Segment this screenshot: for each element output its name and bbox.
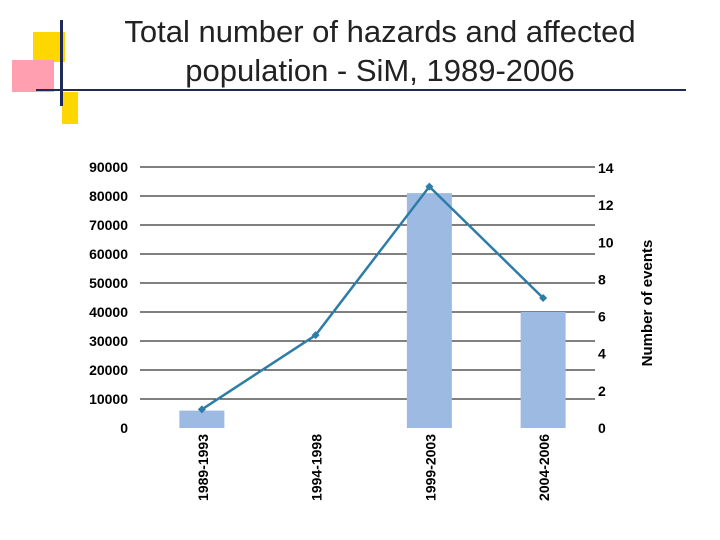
line-point-marker — [425, 182, 434, 191]
y-right-tick-label: 8 — [598, 271, 606, 287]
y-right-tick-label: 6 — [598, 309, 606, 325]
x-category-label: 1994-1998 — [309, 434, 325, 501]
line-point-marker — [311, 331, 320, 340]
y-left-tick-label: 90000 — [89, 159, 128, 175]
y-right-tick-label: 14 — [598, 160, 614, 176]
y-left-tick-label: 20000 — [89, 362, 128, 378]
y-right-tick-label: 0 — [598, 420, 606, 436]
deco-yellow-square-top — [33, 32, 65, 62]
events-line — [201, 184, 544, 411]
y-left-tick-label: 60000 — [89, 246, 128, 262]
y-left-tick-label: 50000 — [89, 275, 128, 291]
y-left-tick-label: 0 — [120, 420, 128, 436]
line-point-marker — [197, 405, 206, 414]
deco-vertical-line — [60, 20, 63, 106]
line-point-marker — [539, 294, 548, 302]
deco-yellow-square-bottom — [62, 92, 78, 124]
y-right-tick-label: 12 — [598, 197, 614, 213]
y-left-tick-label: 80000 — [89, 188, 128, 204]
x-category-label: 1989-1993 — [195, 434, 211, 501]
bar — [520, 312, 566, 428]
slide-title: Total number of hazards and affected pop… — [124, 14, 636, 88]
y-right-tick-label: 10 — [598, 234, 614, 250]
bar — [406, 193, 452, 428]
y-left-tick-label: 70000 — [89, 217, 128, 233]
x-category-label: 2004-2006 — [536, 434, 552, 501]
bar — [179, 410, 225, 428]
y-left-tick-label: 40000 — [89, 304, 128, 320]
deco-pink-square — [12, 60, 54, 92]
y-left-tick-label: 10000 — [89, 391, 128, 407]
deco-horizontal-line — [36, 89, 686, 91]
x-category-label: 1999-2003 — [422, 434, 438, 501]
y-left-tick-label: 30000 — [89, 333, 128, 349]
y-right-tick-label: 4 — [598, 346, 606, 362]
y-right-axis-title: Number of events — [639, 240, 656, 367]
y-right-tick-label: 2 — [598, 383, 606, 399]
